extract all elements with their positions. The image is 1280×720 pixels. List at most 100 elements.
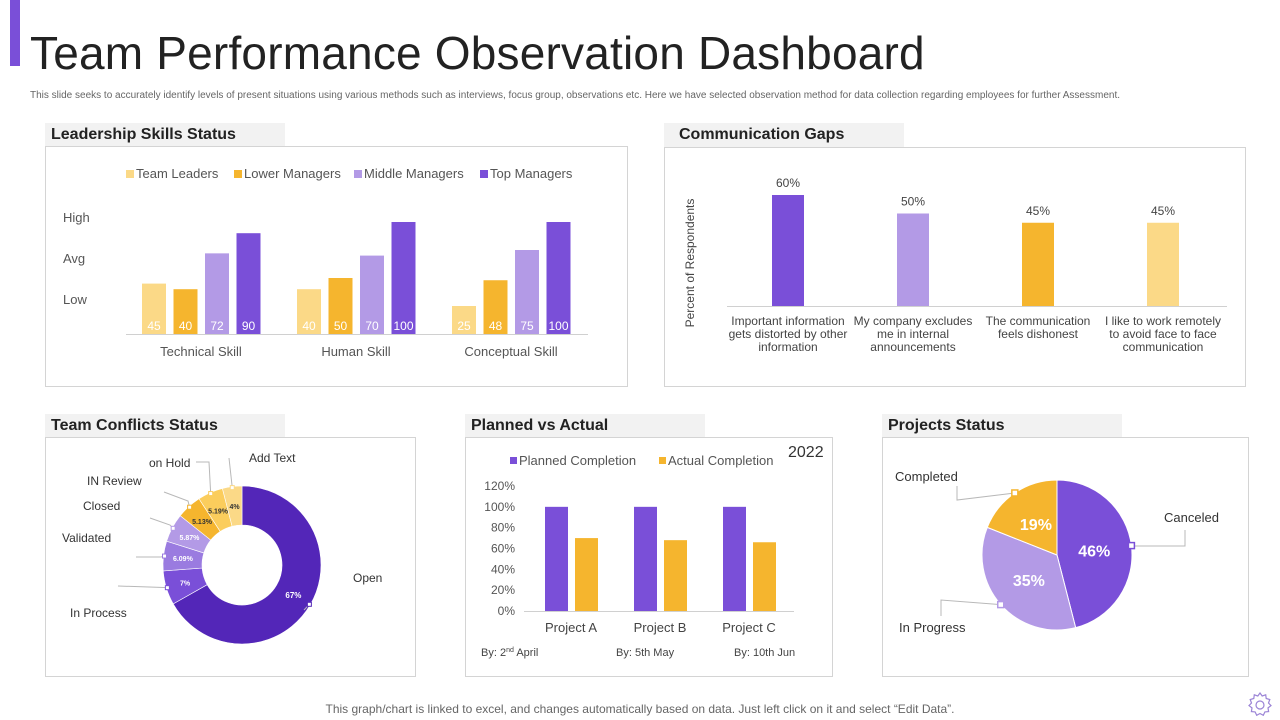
bar-0-1 [173, 289, 198, 334]
callout-line-1 [940, 599, 1001, 616]
legend-label-1: Actual Completion [668, 453, 774, 468]
bar-label-2: 45% [1026, 204, 1050, 218]
slice-label-0: 67% [285, 591, 301, 600]
bar-1-1 [328, 278, 353, 334]
bar-2-1 [483, 280, 508, 334]
slice-label-3: 5.87% [180, 535, 201, 542]
leadership-chart: Team Leaders Lower Managers Middle Manager… [63, 166, 588, 359]
planned-chart-panel[interactable]: Planned Completion Actual Completion 2022 0… [465, 437, 833, 677]
planned-panel-title: Planned vs Actual [465, 414, 705, 438]
page-subtitle: This slide seeks to accurately identify … [30, 90, 1120, 101]
y-tick-1: 20% [491, 583, 515, 597]
callout-label-0: Canceled [1164, 510, 1219, 525]
slice-label-6: 4% [230, 504, 241, 511]
callout-marker-2 [1011, 489, 1019, 497]
callout-line-4 [163, 491, 191, 508]
projects-chart-panel[interactable]: 46% 35% 19% Canceled In Progress Completed [882, 437, 1249, 677]
slice-label-2: 19% [1020, 517, 1052, 534]
date-label-2: By: 10th Jun [734, 647, 795, 659]
category-label-0: Technical Skill [160, 344, 242, 359]
bar-0-2 [205, 253, 229, 334]
bar-1-0 [634, 506, 657, 611]
category-label-3-1: to avoid face to face [1109, 327, 1217, 341]
communication-chart-panel[interactable]: Percent of Respondents 60% Important infor… [664, 147, 1246, 387]
y-tick-2: 40% [491, 562, 515, 576]
bar-label-0: 60% [776, 176, 800, 190]
bar-label-2-2: 75 [520, 319, 534, 333]
category-label-2-1: feels dishonest [998, 327, 1079, 341]
category-label-0-2: information [758, 340, 817, 354]
bar-label-0-1: 40 [179, 319, 193, 333]
category-label-1: Human Skill [321, 344, 390, 359]
callout-marker-0 [306, 601, 312, 607]
projects-chart: 46% 35% 19% Canceled In Progress Completed [895, 469, 1219, 635]
y-axis-label: Percent of Respondents [683, 199, 697, 328]
callout-line-6 [228, 457, 233, 488]
category-label-1-0: My company excludes [854, 314, 973, 328]
y-tick-3: 60% [491, 542, 515, 556]
y-tick-5: 100% [484, 500, 515, 514]
bar-2-1 [753, 542, 776, 611]
category-label-0-0: Important information [731, 314, 844, 328]
bar-2-0 [452, 306, 476, 334]
legend-label-3: Top Managers [490, 166, 573, 181]
callout-label-5: on Hold [149, 456, 190, 470]
bar-label-0-2: 72 [210, 319, 224, 333]
callout-label-6: Add Text [249, 451, 296, 465]
bar-label-0-0: 45 [147, 319, 161, 333]
category-label-3-2: communication [1123, 340, 1204, 354]
bar-label-3: 45% [1151, 204, 1175, 218]
leadership-panel-title: Leadership Skills Status [45, 123, 285, 147]
title-accent-bar [10, 0, 20, 66]
leadership-chart-panel[interactable]: Team Leaders Lower Managers Middle Manager… [45, 146, 628, 387]
bar-1-3 [391, 222, 416, 334]
bar-label-1: 50% [901, 195, 925, 209]
bar-1-1 [664, 540, 687, 611]
slice-add-text [222, 485, 243, 527]
bar-0-0 [545, 506, 568, 611]
bar-1 [897, 213, 929, 306]
bar-2-3 [546, 222, 571, 334]
bar-1-0 [297, 289, 321, 334]
conflicts-chart-panel[interactable]: 67% 7% 6.09% 5.87% 5.13% 5.19% 4% Open In Proces… [45, 437, 416, 677]
bar-0 [772, 195, 804, 306]
bar-label-1-3: 100 [393, 319, 413, 333]
legend-swatch-1 [234, 170, 242, 178]
category-label-0-1: gets distorted by other [729, 327, 848, 341]
slice-label-4: 5.13% [192, 519, 213, 526]
projects-panel-title: Projects Status [882, 414, 1122, 438]
slice-label-2: 6.09% [173, 556, 194, 563]
callout-marker-3 [170, 525, 176, 531]
callout-marker-1 [164, 585, 170, 591]
category-label-2: Conceptual Skill [464, 344, 557, 359]
slice-label-1: 7% [180, 580, 191, 587]
callout-line-3 [149, 517, 174, 529]
legend-swatch-3 [480, 170, 488, 178]
callout-line-0 [1129, 530, 1186, 547]
legend-label-0: Team Leaders [136, 166, 219, 181]
y-tick-0: 0% [498, 604, 516, 618]
callout-label-2: Validated [62, 531, 111, 545]
legend-swatch-0 [510, 457, 517, 464]
slice-open [172, 485, 322, 645]
legend-label-0: Planned Completion [519, 453, 636, 468]
callout-line-1 [117, 585, 168, 589]
y-label-high: High [63, 210, 90, 225]
callout-label-3: Closed [83, 499, 120, 513]
conflicts-panel-title: Team Conflicts Status [45, 414, 285, 438]
bar-2-0 [723, 506, 746, 611]
date-label-1: By: 5th May [616, 647, 675, 659]
callout-line-5 [196, 461, 212, 494]
planned-chart: Planned Completion Actual Completion 2022 0… [481, 444, 824, 659]
callout-marker-1 [996, 600, 1005, 609]
category-label-2: Project C [722, 620, 775, 635]
slice-label-5: 5.19% [208, 509, 229, 516]
y-label-avg: Avg [63, 251, 85, 266]
callout-marker-6 [229, 485, 235, 491]
bar-label-2-3: 100 [548, 319, 568, 333]
date-label-0: By: 2nd April [481, 647, 538, 659]
legend-swatch-2 [354, 170, 362, 178]
callout-label-4: IN Review [87, 474, 142, 488]
legend-label-2: Middle Managers [364, 166, 464, 181]
category-label-3-0: I like to work remotely [1105, 314, 1221, 328]
